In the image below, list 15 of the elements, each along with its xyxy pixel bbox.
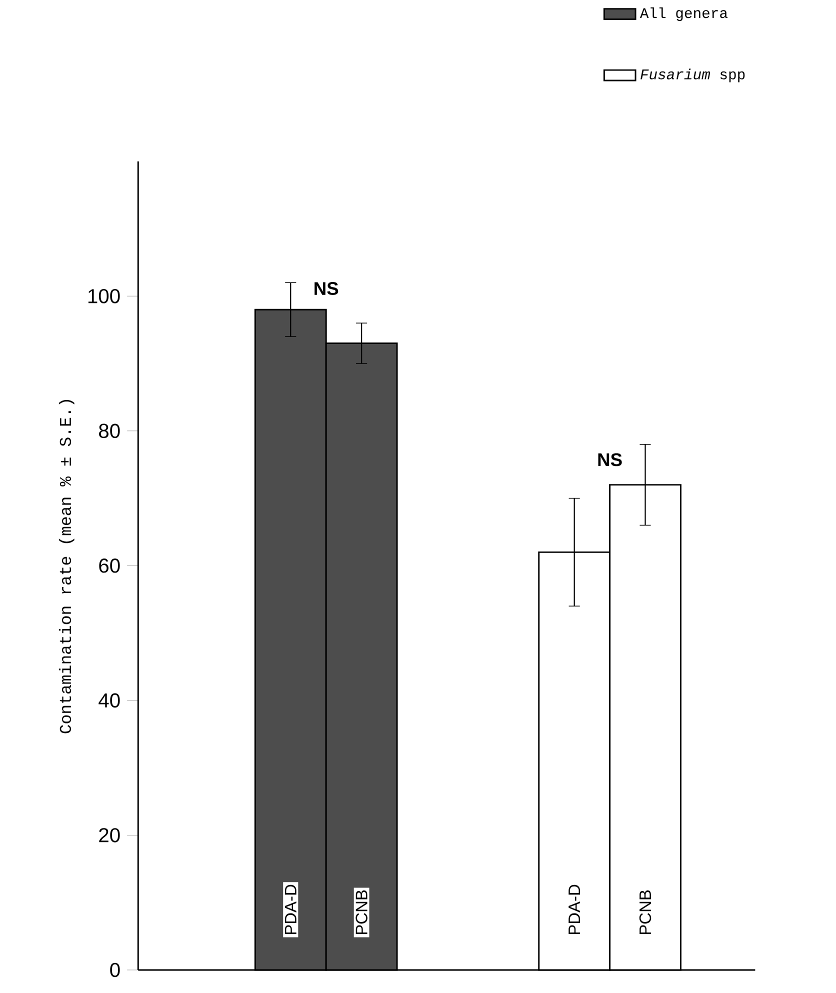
y-tick-label: 0 (110, 962, 120, 978)
y-tick-label: 40 (98, 693, 120, 708)
x-tick-label: PDA-D (568, 884, 580, 934)
annotation: NS (598, 453, 622, 466)
x-tick-label: PCNB (639, 890, 651, 934)
x-tick-label: PCNB (356, 890, 368, 934)
y-tick-label: 20 (99, 828, 120, 842)
y-tick-label: 100 (88, 288, 120, 304)
x-tick-label: PDA-D (284, 884, 296, 934)
y-tick-label: 60 (99, 558, 120, 573)
annotation: NS (314, 282, 338, 296)
legend-label: All genera (640, 7, 728, 22)
y-axis-title: Contamination rate (mean % ± S.E.) (58, 400, 74, 734)
legend-label: Fusarium spp (640, 68, 745, 82)
y-tick-label: 80 (98, 424, 120, 438)
